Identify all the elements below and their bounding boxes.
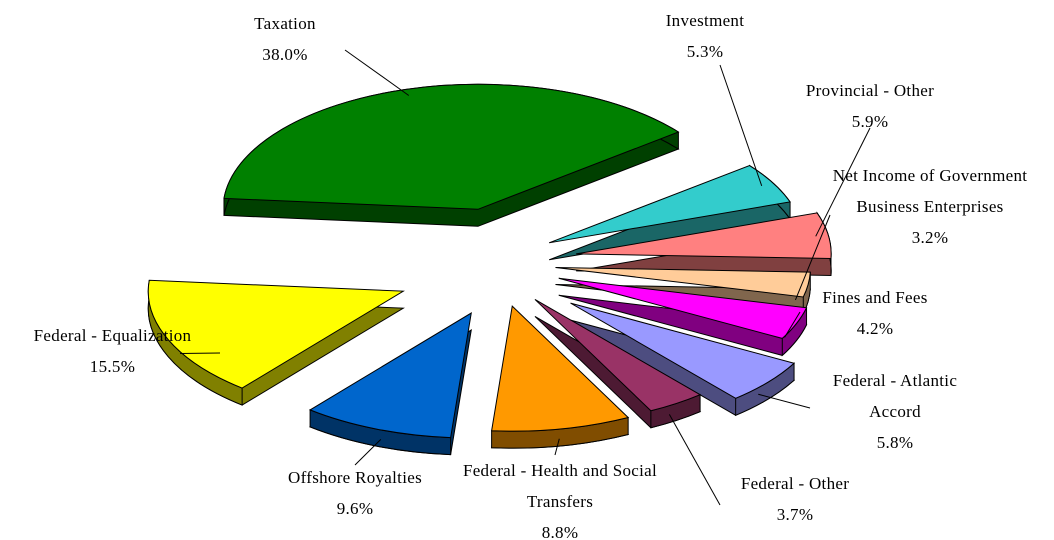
slice-label: Federal - Equalization 15.5% bbox=[0, 320, 225, 382]
category-label: Investment bbox=[665, 11, 745, 30]
slice bbox=[534, 299, 702, 412]
value-label: 9.6% bbox=[336, 499, 374, 518]
slice bbox=[548, 164, 791, 244]
slice-label: Fines and Fees 4.2% bbox=[790, 282, 960, 344]
slice bbox=[555, 266, 811, 298]
leader-line bbox=[554, 438, 560, 456]
leader-line bbox=[784, 311, 801, 338]
leader-line bbox=[794, 214, 831, 301]
slice bbox=[147, 279, 405, 389]
slice-label: Offshore Royalties 9.6% bbox=[250, 462, 460, 524]
leader-line bbox=[354, 438, 382, 466]
slice-label: Investment 5.3% bbox=[620, 5, 790, 67]
leader-line bbox=[758, 393, 811, 409]
slice bbox=[223, 83, 680, 210]
category-label: Provincial - Other bbox=[805, 81, 935, 100]
slice-label: Federal - Other 3.7% bbox=[700, 468, 890, 530]
slice bbox=[570, 302, 796, 399]
leader-line bbox=[668, 414, 721, 506]
slice bbox=[558, 277, 808, 339]
value-label: 4.2% bbox=[856, 319, 894, 338]
value-label: 5.9% bbox=[851, 112, 889, 131]
category-label: Net Income of Government Business Enterp… bbox=[832, 166, 1028, 216]
value-label: 3.7% bbox=[776, 505, 814, 524]
slice-label: Net Income of Government Business Enterp… bbox=[830, 160, 1030, 253]
slice-label: Federal - Health and Social Transfers 8.8… bbox=[450, 455, 670, 540]
leader-line bbox=[180, 352, 221, 355]
value-label: 5.8% bbox=[876, 433, 914, 452]
slice-label: Federal - Atlantic Accord 5.8% bbox=[810, 365, 980, 458]
value-label: 8.8% bbox=[541, 523, 579, 540]
leader-line bbox=[344, 49, 410, 96]
slice-label: Provincial - Other 5.9% bbox=[760, 75, 980, 137]
slice bbox=[491, 305, 630, 432]
leader-line bbox=[815, 127, 871, 237]
category-label: Federal - Equalization bbox=[33, 326, 192, 345]
value-label: 5.3% bbox=[686, 42, 724, 61]
category-label: Taxation bbox=[254, 14, 316, 33]
slice bbox=[576, 212, 832, 260]
slice bbox=[308, 312, 472, 439]
category-label: Federal - Health and Social Transfers bbox=[462, 461, 658, 511]
slice-label: Taxation 38.0% bbox=[200, 8, 370, 70]
category-label: Offshore Royalties bbox=[288, 468, 422, 487]
value-label: 15.5% bbox=[89, 357, 136, 376]
value-label: 3.2% bbox=[911, 228, 949, 247]
category-label: Federal - Other bbox=[740, 474, 850, 493]
category-label: Federal - Atlantic Accord bbox=[832, 371, 958, 421]
value-label: 38.0% bbox=[262, 45, 308, 64]
leader-line bbox=[719, 64, 763, 187]
category-label: Fines and Fees bbox=[822, 288, 928, 307]
